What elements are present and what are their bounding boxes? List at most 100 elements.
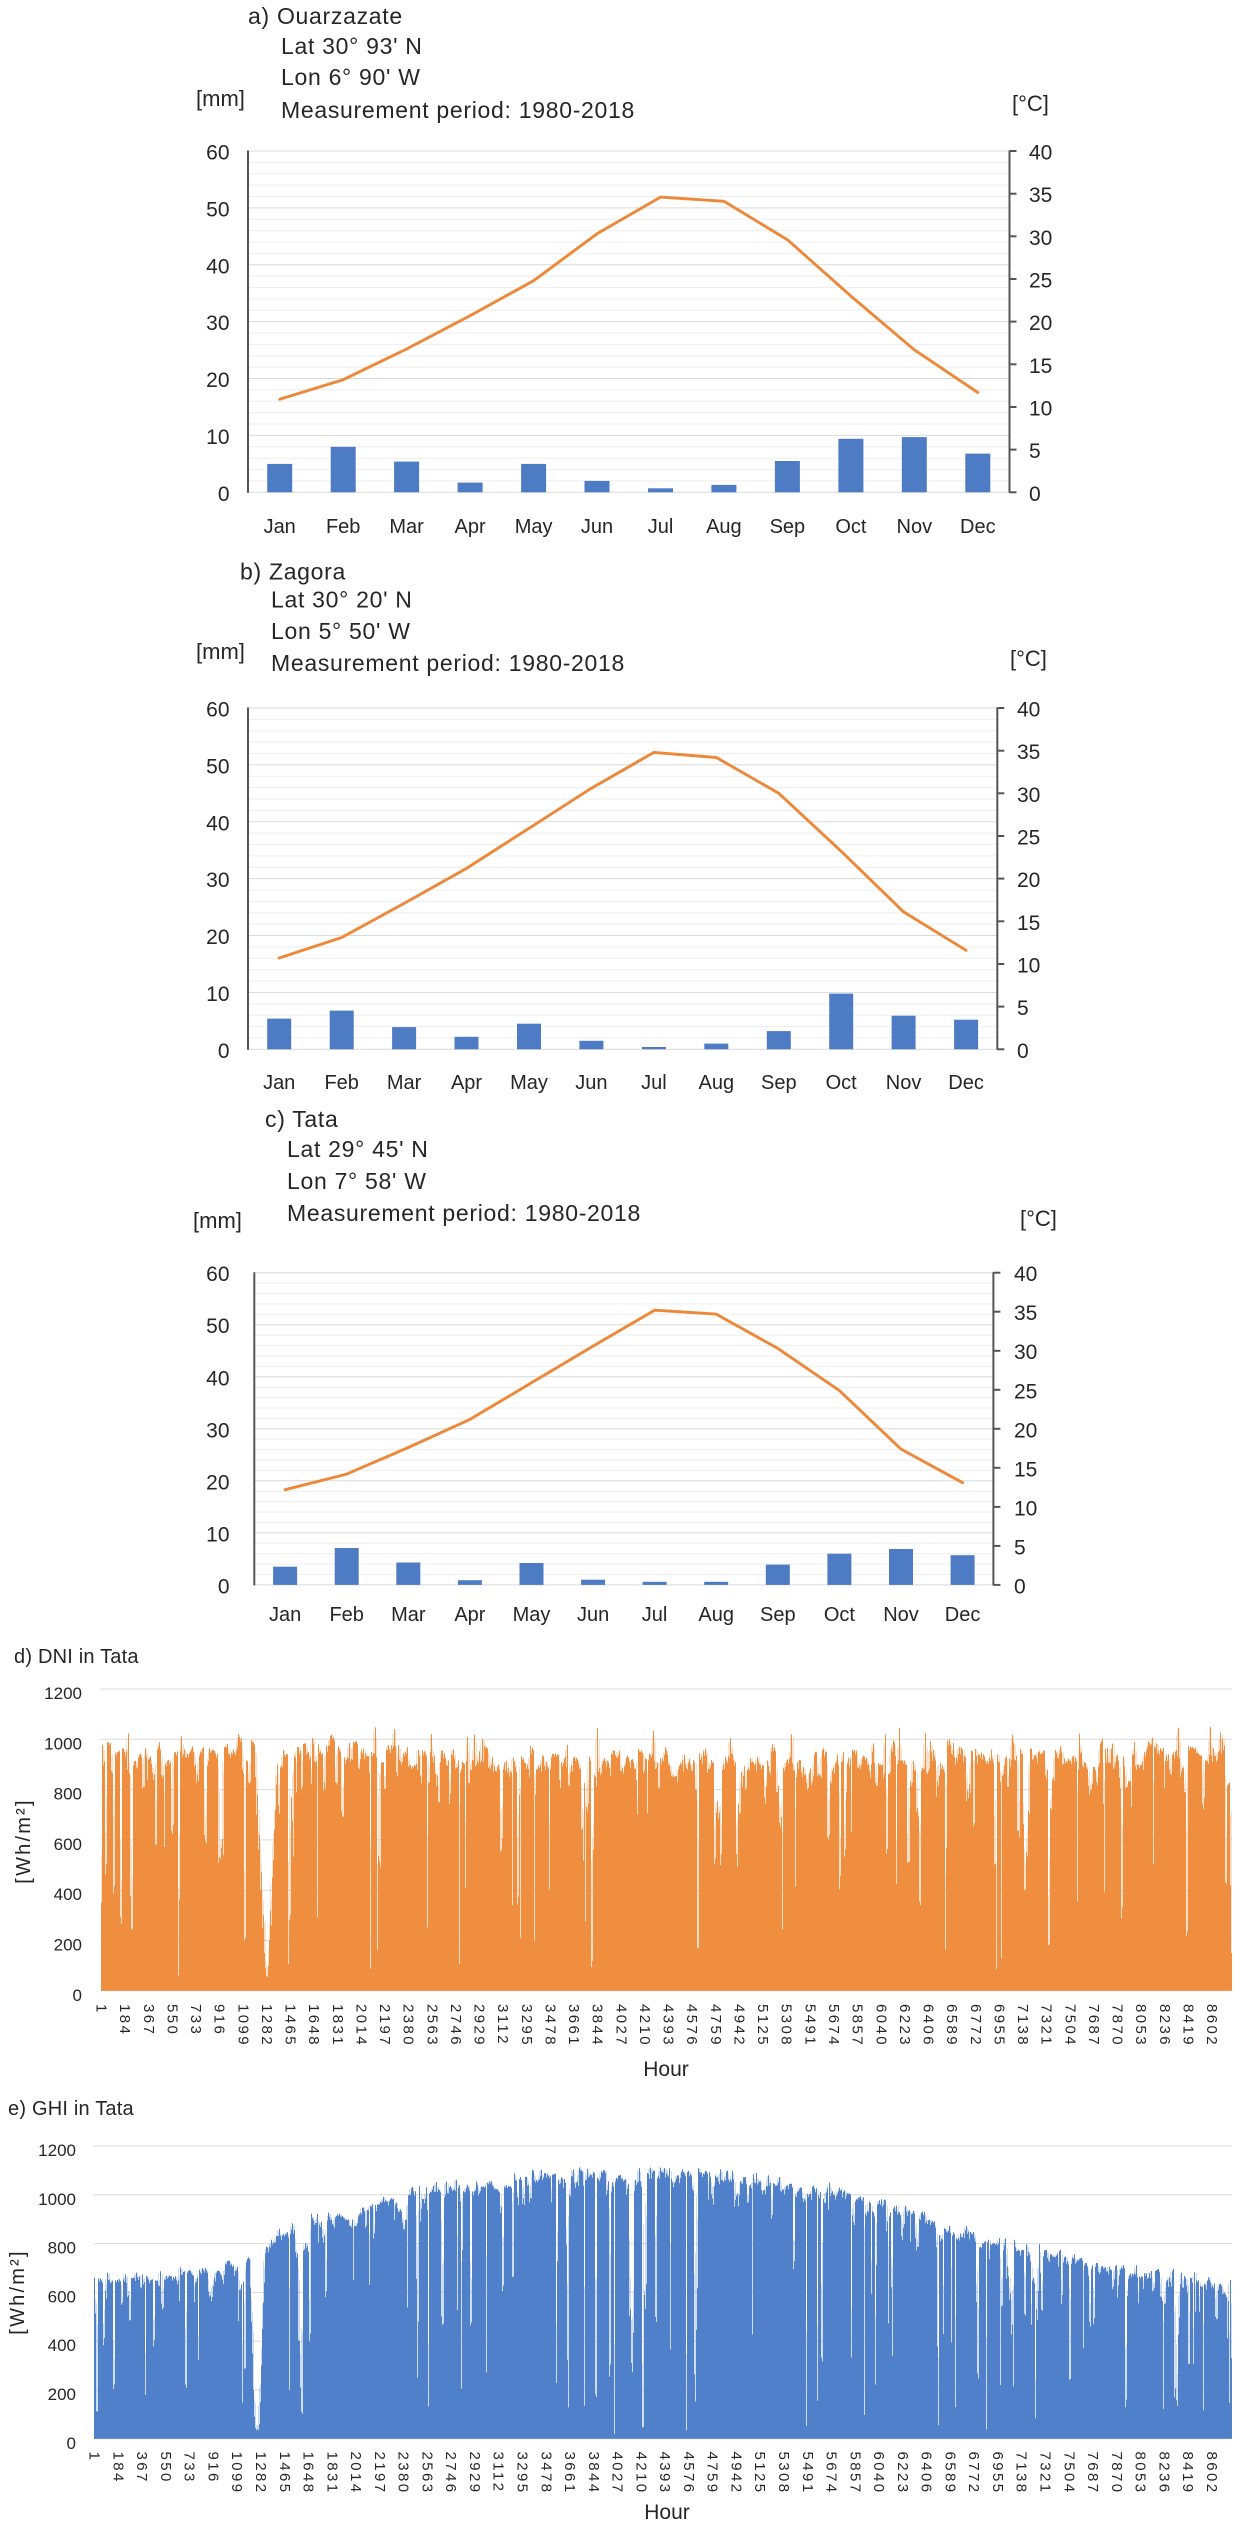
svg-text:c) Tata: c) Tata	[265, 1106, 339, 1132]
svg-text:200: 200	[48, 2385, 76, 2404]
svg-text:1831: 1831	[323, 2452, 340, 2495]
svg-text:916: 916	[211, 2004, 228, 2036]
svg-text:10: 10	[206, 1523, 229, 1546]
svg-text:20: 20	[1017, 869, 1040, 892]
svg-text:6223: 6223	[896, 2004, 913, 2047]
svg-text:Measurement period: 1980-2018: Measurement period: 1980-2018	[271, 650, 625, 676]
svg-text:Nov: Nov	[883, 1604, 919, 1626]
svg-text:15: 15	[1017, 912, 1040, 935]
svg-text:5: 5	[1014, 1536, 1026, 1559]
svg-text:200: 200	[54, 1936, 82, 1955]
svg-text:550: 550	[163, 2004, 180, 2036]
svg-text:600: 600	[54, 1835, 82, 1854]
svg-text:40: 40	[1029, 142, 1052, 165]
svg-text:6955: 6955	[989, 2452, 1006, 2495]
svg-text:4393: 4393	[656, 2452, 673, 2495]
svg-text:May: May	[515, 516, 553, 538]
svg-text:Sep: Sep	[760, 1604, 796, 1626]
svg-text:3112: 3112	[490, 2452, 507, 2494]
svg-text:400: 400	[54, 1885, 82, 1904]
svg-text:0: 0	[218, 1575, 230, 1598]
svg-text:7321: 7321	[1037, 2452, 1054, 2495]
svg-text:1: 1	[93, 2004, 110, 2015]
svg-text:Jun: Jun	[577, 1604, 609, 1626]
svg-text:60: 60	[206, 699, 229, 722]
svg-text:[°C]: [°C]	[1020, 1206, 1057, 1231]
svg-text:Aug: Aug	[706, 516, 742, 538]
svg-text:0: 0	[67, 2434, 76, 2453]
svg-text:2929: 2929	[471, 2004, 488, 2047]
svg-text:Mar: Mar	[387, 1072, 422, 1094]
svg-text:10: 10	[206, 983, 229, 1006]
svg-text:367: 367	[140, 2004, 157, 2036]
svg-text:7504: 7504	[1060, 2452, 1077, 2495]
svg-text:5491: 5491	[799, 2452, 816, 2495]
svg-text:Jan: Jan	[269, 1604, 301, 1626]
svg-text:6040: 6040	[870, 2452, 887, 2495]
svg-text:d) DNI in Tata: d) DNI in Tata	[14, 1646, 139, 1668]
svg-text:50: 50	[206, 198, 229, 221]
svg-text:184: 184	[109, 2452, 126, 2484]
svg-text:4942: 4942	[731, 2004, 748, 2047]
svg-text:2197: 2197	[376, 2004, 393, 2047]
svg-text:2380: 2380	[400, 2004, 417, 2047]
svg-text:1831: 1831	[329, 2004, 346, 2047]
svg-text:20: 20	[206, 926, 229, 949]
svg-text:184: 184	[116, 2004, 133, 2036]
svg-text:5125: 5125	[754, 2004, 771, 2047]
svg-text:30: 30	[1014, 1341, 1037, 1364]
svg-text:Feb: Feb	[329, 1604, 363, 1626]
svg-text:3295: 3295	[518, 2004, 535, 2047]
svg-text:1200: 1200	[44, 1684, 82, 1703]
svg-text:60: 60	[206, 142, 229, 165]
svg-text:7870: 7870	[1109, 2004, 1126, 2047]
svg-text:7504: 7504	[1061, 2004, 1078, 2047]
svg-text:Mar: Mar	[389, 516, 424, 538]
svg-text:600: 600	[48, 2287, 76, 2306]
svg-text:6589: 6589	[941, 2452, 958, 2495]
svg-text:733: 733	[181, 2452, 198, 2484]
svg-text:Lon 6° 90' W: Lon 6° 90' W	[281, 64, 421, 90]
svg-text:Hour: Hour	[644, 2501, 690, 2524]
svg-text:Lat 30° 20' N: Lat 30° 20' N	[271, 587, 413, 613]
svg-text:2563: 2563	[418, 2452, 435, 2495]
svg-text:4576: 4576	[680, 2452, 697, 2495]
svg-text:40: 40	[1017, 699, 1040, 722]
svg-text:Apr: Apr	[451, 1072, 482, 1094]
svg-text:Oct: Oct	[826, 1072, 858, 1094]
svg-text:1099: 1099	[234, 2004, 251, 2047]
svg-text:1000: 1000	[44, 1734, 82, 1753]
svg-text:20: 20	[1014, 1419, 1037, 1442]
svg-text:8236: 8236	[1156, 2004, 1173, 2047]
svg-text:4576: 4576	[683, 2004, 700, 2047]
svg-text:May: May	[510, 1072, 548, 1094]
svg-text:5308: 5308	[778, 2004, 795, 2047]
svg-text:Apr: Apr	[454, 1604, 485, 1626]
svg-text:4393: 4393	[660, 2004, 677, 2047]
svg-text:Jan: Jan	[264, 516, 296, 538]
svg-text:8053: 8053	[1132, 2452, 1149, 2495]
svg-text:[Wh/m²]: [Wh/m²]	[7, 2249, 29, 2334]
svg-text:Oct: Oct	[824, 1604, 856, 1626]
svg-text:5857: 5857	[846, 2452, 863, 2495]
svg-text:8419: 8419	[1179, 2452, 1196, 2495]
svg-text:4027: 4027	[612, 2004, 629, 2047]
svg-text:2746: 2746	[442, 2452, 459, 2495]
svg-text:35: 35	[1017, 741, 1040, 764]
svg-text:800: 800	[48, 2239, 76, 2258]
svg-text:2014: 2014	[347, 2452, 364, 2495]
svg-text:0: 0	[218, 483, 230, 506]
svg-text:3478: 3478	[542, 2004, 559, 2047]
svg-text:Jul: Jul	[648, 516, 674, 538]
svg-text:7687: 7687	[1084, 2452, 1101, 2495]
svg-text:Dec: Dec	[945, 1604, 981, 1626]
svg-text:5: 5	[1017, 997, 1029, 1020]
svg-text:4759: 4759	[704, 2452, 721, 2495]
svg-text:30: 30	[1017, 784, 1040, 807]
svg-text:4027: 4027	[609, 2452, 626, 2495]
svg-text:8602: 8602	[1203, 2004, 1220, 2047]
svg-text:Mar: Mar	[391, 1604, 426, 1626]
svg-text:5308: 5308	[775, 2452, 792, 2495]
svg-text:50: 50	[206, 1315, 229, 1338]
svg-text:30: 30	[1029, 227, 1052, 250]
